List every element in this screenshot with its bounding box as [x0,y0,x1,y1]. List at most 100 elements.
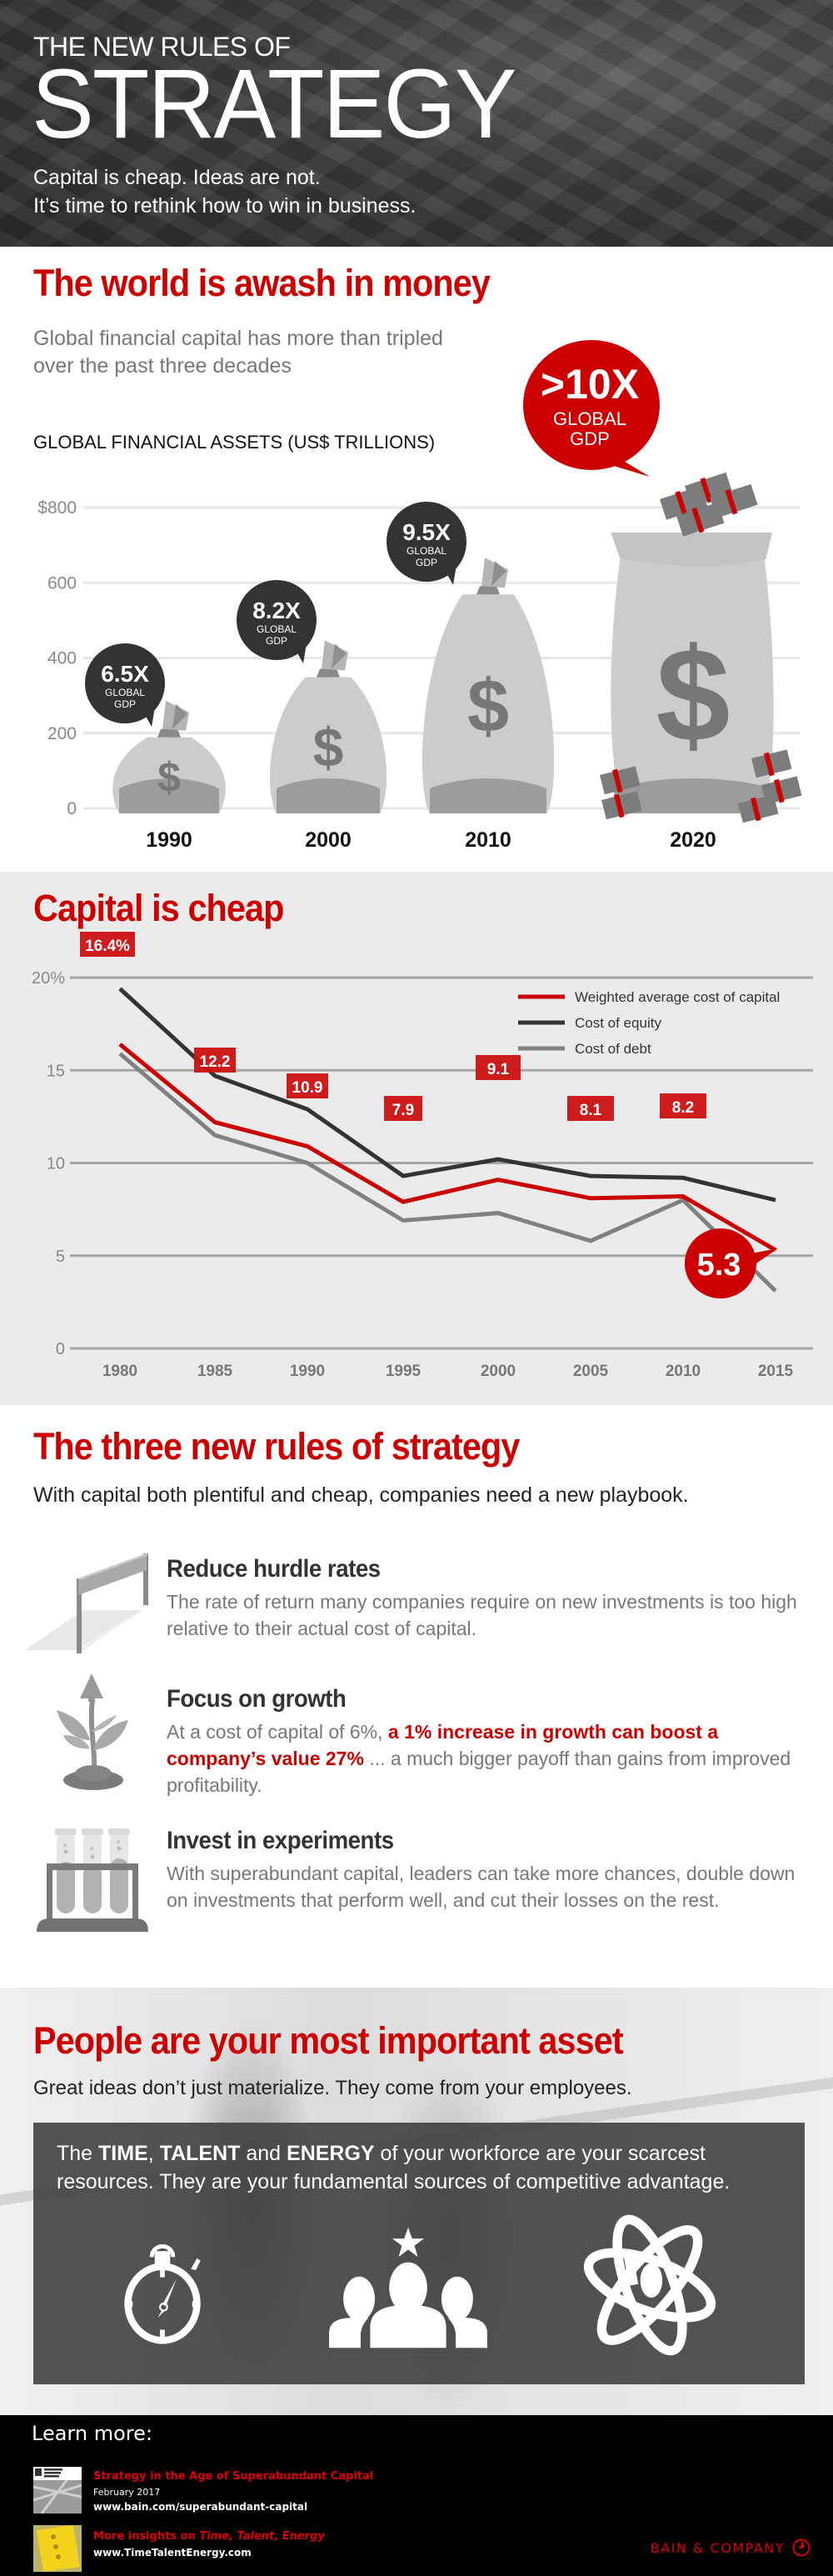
test-tubes-icon [37,1828,148,1932]
reference-title-link[interactable]: Strategy in the Age of Superabundant Cap… [93,2470,374,2483]
hurdle-icon [25,1553,148,1653]
svg-text:GLOBAL: GLOBAL [257,623,297,635]
x-tick-label: 1990 [146,828,192,852]
section-heading: The three new rules of strategy [33,1425,520,1468]
reference-url-link[interactable]: www.bain.com/superabundant-capital [93,2501,308,2513]
x-tick-label: 1985 [197,1363,233,1380]
line-series-cost-of-debt [118,1052,777,1293]
dollar-sign-icon: $ [467,665,509,748]
y-tick-label: 20% [32,969,65,988]
x-tick-label: 2010 [666,1363,701,1380]
rule-title: Invest in experiments [167,1827,394,1854]
section-lead: Great ideas don’t just materialize. They… [33,2077,632,2099]
hero-subtitle-line-2: It’s time to rethink how to win in busin… [33,194,416,218]
x-tick-label: 1990 [290,1363,325,1380]
x-tick-label: 2000 [305,828,352,852]
money-background-image [0,0,833,247]
legend-label: Cost of debt [575,1041,651,1057]
three-rules-section: The three new rules of strategy With cap… [0,1405,833,1988]
hbr-thumbnail [33,2467,82,2513]
money-bag-1990: $ [112,700,226,813]
wacc-data-label: 16.4% [80,932,135,957]
reference-title-link[interactable]: More insights on Time, Talent, Energy [93,2530,325,2543]
y-tick-label: 400 [47,649,77,668]
hero-title: STRATEGY [32,49,517,159]
svg-text:8.1: 8.1 [580,1102,602,1119]
x-tick-label: 2020 [670,828,716,852]
svg-text:GLOBAL: GLOBAL [553,408,626,429]
money-section: The world is awash in money Global finan… [0,247,833,872]
rule-title: Reduce hurdle rates [167,1555,381,1583]
svg-text:GDP: GDP [416,557,437,568]
wacc-data-label: 8.2 [660,1093,706,1118]
panel-text: The TIME, TALENT and ENERGY of your work… [57,2139,790,2196]
reference-title-text: More insights on [93,2530,200,2543]
svg-text:>10X: >10X [541,361,639,408]
rule-body: With superabundant capital, leaders can … [167,1863,796,1911]
svg-text:16.4%: 16.4% [85,938,130,955]
x-tick-label: 1980 [102,1363,137,1380]
svg-text:5.3: 5.3 [697,1248,741,1283]
money-bag-2020: $ [600,472,802,823]
svg-text:6.5X: 6.5X [101,661,149,687]
footer: Learn more: Strategy in the Age of Super… [0,2415,833,2576]
x-tick-label: 2010 [465,828,511,852]
rule-body-text: At a cost of capital of 6%, [167,1721,388,1743]
svg-text:9.5X: 9.5X [402,519,451,545]
hero-subtitle-line-1: Capital is cheap. Ideas are not. [33,166,321,189]
hero-pretitle: THE NEW RULES OF [33,32,291,62]
money-bag-2000: $ [269,640,387,813]
svg-text:GLOBAL: GLOBAL [105,687,145,698]
dollar-sign-icon: $ [656,620,731,769]
wacc-data-label: 12.2 [194,1048,236,1073]
svg-text:9.1: 9.1 [487,1061,510,1078]
brand-name: BAIN & COMPANY [650,2539,785,2556]
keyword-time: TIME [98,2142,148,2165]
hero-banner: THE NEW RULES OF STRATEGY Capital is che… [0,0,833,247]
svg-text:8.2: 8.2 [672,1099,694,1117]
y-tick-label: 0 [67,799,77,818]
x-tick-label: 2015 [758,1363,794,1380]
bain-logo-icon [792,2538,811,2557]
y-tick-label: 10 [47,1155,65,1173]
wacc-data-label: 8.1 [567,1096,614,1121]
lead-line-2: over the past three decades [33,354,292,378]
section-lead: Global financial capital has more than t… [33,325,443,380]
wacc-data-label: 10.9 [287,1073,328,1098]
learn-more-label: Learn more: [32,2422,152,2445]
capital-cheap-section: Capital is cheap 20% 15 10 5 0 1980 1985 1990 19… [0,872,833,1405]
people-section: People are your most important asset Gre… [0,1988,833,2415]
panel-text-part: and [240,2142,287,2165]
time-talent-energy-panel: The TIME, TALENT and ENERGY of your work… [33,2123,805,2384]
section-heading: Capital is cheap [33,887,284,929]
chart-labels: 1990 2000 2010 20206.5XGLOBALGDP8.2XGLOBALG… [85,340,716,852]
y-tick-label: 15 [47,1062,65,1080]
hero-subtitle: Capital is cheap. Ideas are not. It’s ti… [33,163,416,220]
legend-label: Cost of equity [575,1015,661,1031]
svg-text:GDP: GDP [570,428,610,449]
y-tick-label: 5 [56,1248,65,1266]
panel-text-part: The [57,2142,99,2165]
wacc-data-label: 7.9 [384,1096,422,1121]
y-tick-label: 600 [47,573,77,593]
cost-of-capital-chart: 20% 15 10 5 0 1980 1985 1990 1995 2000 2005 2010 201… [32,932,813,1380]
stopwatch-icon [124,2243,201,2344]
y-tick-label: 200 [47,724,77,743]
atom-person-icon [583,2214,716,2356]
line-series-weighted-average-cost-of-capital [118,1043,777,1253]
money-bags: $ $ $ $ [112,472,802,823]
x-tick-label: 1995 [386,1363,421,1380]
rule-body-text: ... a much bigger payoff than gains from… [167,1748,791,1796]
keyword-energy: ENERGY [287,2142,375,2165]
time-talent-energy-book-thumbnail [33,2525,82,2572]
section-heading: The world is awash in money [33,262,491,304]
section-lead: With capital both plentiful and cheap, c… [33,1483,689,1507]
dollar-sign-icon: $ [313,716,344,778]
legend-label: Weighted average cost of capital [575,989,780,1005]
panel-text-part: of your workforce are your scarcest reso… [57,2142,731,2193]
line-series-cost-of-equity [118,987,776,1203]
reference-url-link[interactable]: www.TimeTalentEnergy.com [93,2547,252,2558]
